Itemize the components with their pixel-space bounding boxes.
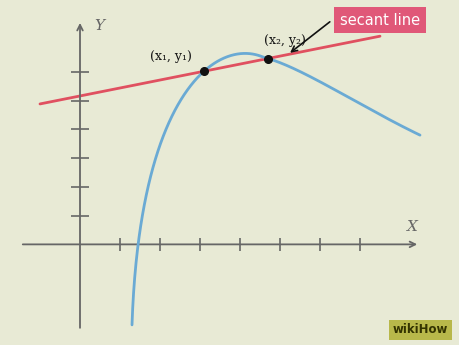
Text: (x₁, y₁): (x₁, y₁) — [150, 50, 191, 63]
Text: wikiHow: wikiHow — [392, 323, 447, 336]
Text: Y: Y — [94, 19, 104, 33]
Text: (x₂, y₂): (x₂, y₂) — [263, 34, 305, 47]
Text: secant line: secant line — [339, 13, 419, 28]
Text: X: X — [406, 220, 416, 234]
